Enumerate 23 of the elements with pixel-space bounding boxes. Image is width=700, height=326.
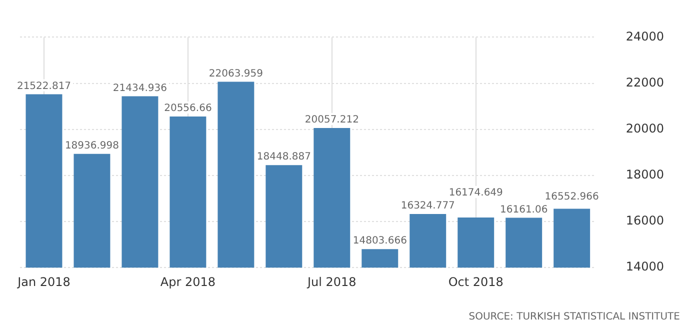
y-tick-label: 18000 [626, 168, 664, 182]
data-label: 18936.998 [64, 140, 120, 152]
y-tick-label: 16000 [626, 214, 664, 228]
y-tick-label: 24000 [626, 29, 664, 44]
data-label: 21522.817 [16, 80, 72, 92]
x-tick-label: Apr 2018 [160, 274, 216, 289]
y-tick-label: 20000 [626, 121, 664, 136]
data-label: 16161.06 [500, 204, 548, 216]
data-label: 21434.936 [112, 82, 168, 94]
y-tick-label: 22000 [626, 75, 664, 90]
data-label: 16174.649 [448, 188, 503, 199]
x-tick-label: Oct 2018 [448, 274, 504, 289]
x-tick-label: Jan 2018 [16, 274, 70, 289]
data-label: 16552.966 [544, 191, 599, 202]
source-note: SOURCE: TURKISH STATISTICAL INSTITUTE [468, 312, 680, 323]
x-tick-label: Jul 2018 [306, 274, 356, 289]
y-tick-label: 14000 [626, 260, 664, 274]
data-label: 16324.777 [400, 200, 455, 212]
data-label: 14803.666 [352, 236, 407, 247]
data-label: 20057.212 [304, 114, 359, 126]
data-label: 20556.66 [164, 103, 212, 114]
data-label: 18448.887 [256, 152, 311, 163]
data-label: 22063.959 [208, 68, 263, 80]
